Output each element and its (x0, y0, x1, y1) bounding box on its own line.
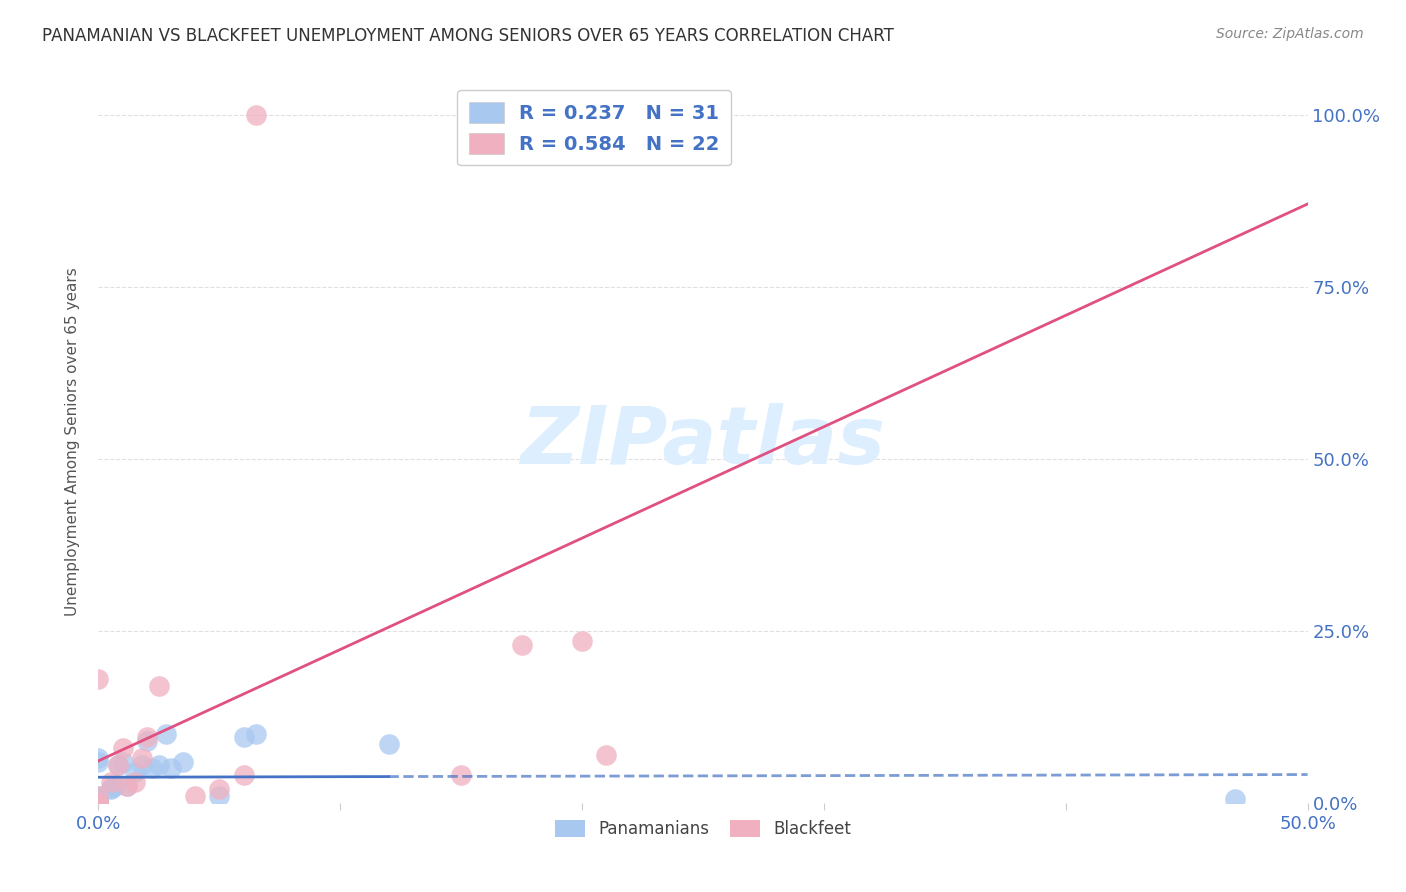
Point (100, 782, 122, 797)
Point (377, 737, 399, 751)
Point (87, 792, 110, 806)
Point (87, 751, 110, 765)
Point (87, 796, 110, 810)
Point (87, 796, 110, 810)
Point (107, 758, 129, 772)
Point (104, 779, 127, 793)
Point (131, 751, 153, 765)
Point (232, 731, 254, 745)
Point (111, 740, 134, 755)
Point (87, 755, 110, 769)
Point (87, 796, 110, 810)
Point (184, 789, 207, 803)
Point (245, 727, 267, 741)
Point (87, 789, 110, 803)
Point (117, 779, 139, 793)
Legend: Panamanians, Blackfeet: Panamanians, Blackfeet (548, 814, 858, 845)
Point (117, 779, 139, 793)
Point (208, 782, 231, 797)
Point (160, 761, 183, 775)
Point (87, 796, 110, 810)
Text: ZIPatlas: ZIPatlas (520, 402, 886, 481)
Point (87, 796, 110, 810)
Point (87, 789, 110, 803)
Point (245, 108, 267, 122)
Point (232, 768, 254, 782)
Point (100, 775, 122, 789)
Point (148, 758, 170, 772)
Point (135, 734, 157, 748)
Point (87, 672, 110, 686)
Point (100, 780, 122, 795)
Point (87, 796, 110, 810)
Point (172, 755, 194, 769)
Point (1223, 792, 1246, 806)
Point (87, 796, 110, 810)
Point (155, 727, 177, 741)
Point (208, 789, 231, 803)
Point (107, 758, 129, 772)
Point (111, 755, 134, 769)
Point (87, 796, 110, 810)
Point (450, 768, 472, 782)
Point (135, 731, 157, 745)
Point (131, 758, 153, 772)
Point (87, 796, 110, 810)
Text: PANAMANIAN VS BLACKFEET UNEMPLOYMENT AMONG SENIORS OVER 65 YEARS CORRELATION CHA: PANAMANIAN VS BLACKFEET UNEMPLOYMENT AMO… (42, 27, 894, 45)
Point (87, 790, 110, 805)
Point (87, 792, 110, 806)
Point (124, 775, 146, 789)
Point (124, 764, 146, 779)
Point (510, 638, 533, 652)
Text: Source: ZipAtlas.com: Source: ZipAtlas.com (1216, 27, 1364, 41)
Point (148, 679, 170, 693)
Point (571, 634, 593, 648)
Point (141, 761, 163, 775)
Point (571, 108, 593, 122)
Point (595, 747, 617, 762)
Y-axis label: Unemployment Among Seniors over 65 years: Unemployment Among Seniors over 65 years (65, 268, 80, 615)
